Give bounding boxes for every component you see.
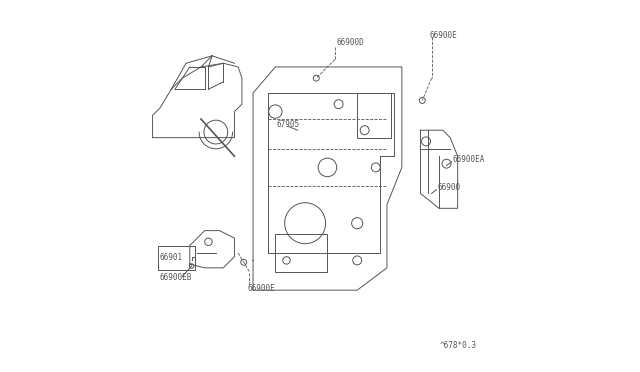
Text: 66900E: 66900E [248,284,275,293]
Text: 66901: 66901 [159,253,182,262]
Text: 66900EB: 66900EB [159,273,191,282]
Text: 66900EA: 66900EA [452,155,484,164]
Text: 66900: 66900 [437,183,460,192]
Text: 67905: 67905 [276,120,300,129]
Bar [357,93,390,138]
Text: 66900E: 66900E [429,31,458,40]
Bar [275,234,328,272]
Text: ^678*0.3: ^678*0.3 [439,341,476,350]
Text: 66900D: 66900D [337,38,365,47]
Bar [158,246,195,270]
